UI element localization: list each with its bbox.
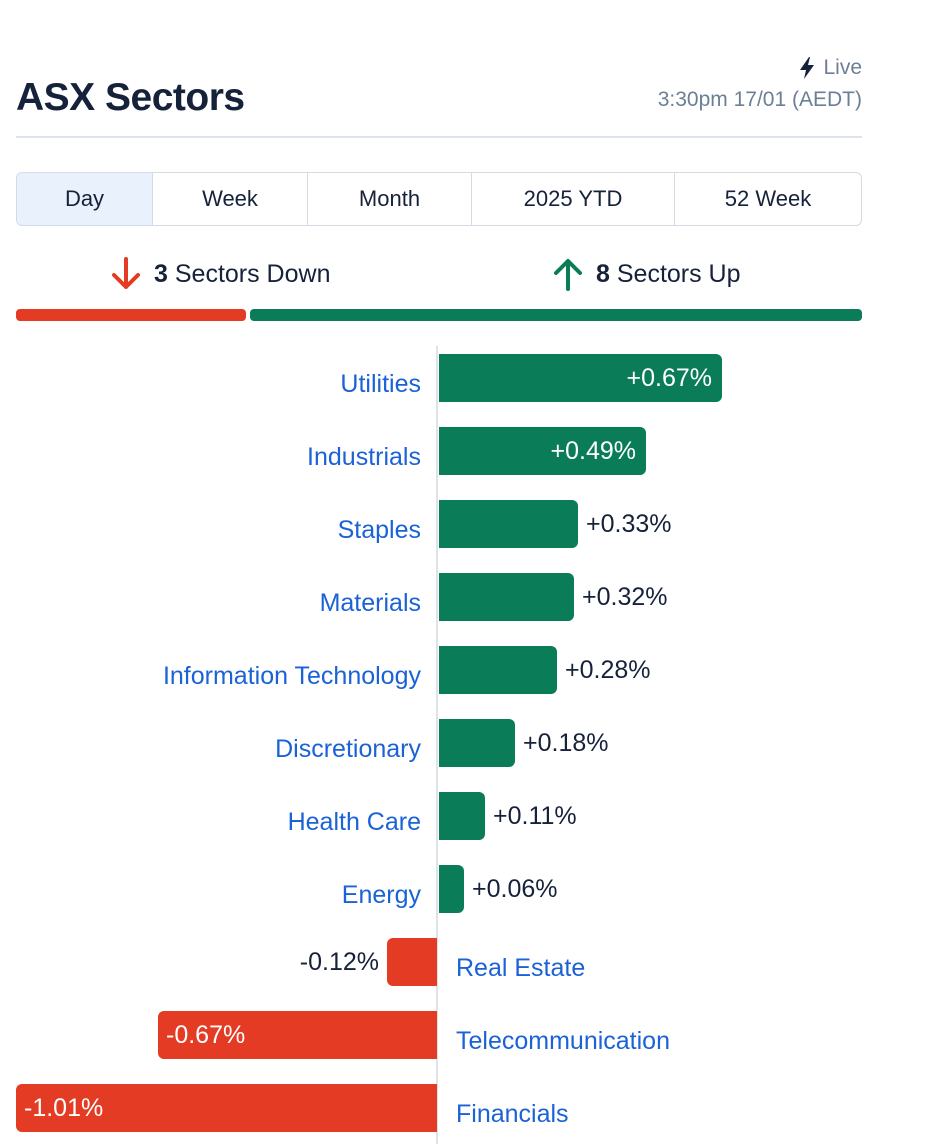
sectors-up-label: Sectors Up (616, 259, 741, 288)
sectors-down-label: Sectors Down (174, 259, 331, 288)
sectors-down-count: 3 (154, 259, 168, 288)
sector-value-health-care: +0.11% (493, 802, 577, 830)
sector-row-health-care: +0.11% Health Care (0, 792, 942, 840)
sector-row-utilities: +0.67% Utilities (0, 354, 942, 402)
sector-row-information-technology: +0.28% Information Technology (0, 646, 942, 694)
sector-bar-utilities (439, 354, 722, 402)
sector-bar-discretionary (439, 719, 515, 767)
live-indicator: Live (799, 56, 862, 80)
sector-value-telecommunication: -0.67% (166, 1021, 246, 1049)
sector-bar-information-technology (439, 646, 557, 694)
sectors-up-count: 8 (596, 259, 610, 288)
sector-row-telecommunication: -0.67% Telecommunication (0, 1011, 942, 1059)
sector-bar-energy (439, 865, 464, 913)
sector-value-staples: +0.33% (586, 510, 672, 538)
arrow-down-icon (112, 257, 140, 289)
sector-row-discretionary: +0.18% Discretionary (0, 719, 942, 767)
sector-value-energy: +0.06% (472, 875, 558, 903)
sector-bar-health-care (439, 792, 485, 840)
sector-label-energy[interactable]: Energy (341, 881, 421, 909)
sector-label-financials[interactable]: Financials (456, 1100, 569, 1128)
sector-bar-real-estate (387, 938, 437, 986)
sector-value-industrials: +0.49% (550, 437, 637, 465)
tab-2025-ytd[interactable]: 2025 YTD (472, 173, 675, 225)
sector-bar-materials (439, 573, 574, 621)
sector-label-health-care[interactable]: Health Care (287, 808, 421, 836)
live-label: Live (823, 56, 862, 79)
sector-value-materials: +0.32% (582, 583, 668, 611)
sector-bar-telecommunication (158, 1011, 437, 1059)
sector-label-industrials[interactable]: Industrials (307, 443, 421, 471)
sector-bar-staples (439, 500, 578, 548)
widget-header: ASX Sectors Live 3:30pm 17/01 (AEDT) (16, 52, 862, 138)
tab-week[interactable]: Week (153, 173, 308, 225)
sector-label-information-technology[interactable]: Information Technology (162, 662, 421, 690)
sectors-up-summary: 8 Sectors Up (552, 256, 741, 292)
sector-label-utilities[interactable]: Utilities (340, 370, 421, 398)
sector-row-financials: -1.01% Financials (0, 1084, 942, 1132)
sector-row-staples: +0.33% Staples (0, 500, 942, 548)
sector-value-utilities: +0.67% (626, 364, 713, 392)
sectors-down-summary: 3 Sectors Down (110, 256, 330, 292)
sector-value-discretionary: +0.18% (523, 729, 609, 757)
sector-bar-financials (16, 1084, 437, 1132)
tab-day[interactable]: Day (17, 173, 153, 225)
sector-value-real-estate: -0.12% (299, 948, 379, 976)
sector-label-staples[interactable]: Staples (337, 516, 421, 544)
page-title: ASX Sectors (16, 76, 245, 119)
up-proportion-bar (250, 309, 862, 321)
sector-label-materials[interactable]: Materials (319, 589, 421, 617)
down-proportion-bar (16, 309, 246, 321)
sector-label-real-estate[interactable]: Real Estate (456, 954, 586, 982)
sector-row-real-estate: -0.12% Real Estate (0, 938, 942, 986)
sector-bar-industrials (439, 427, 646, 475)
arrow-up-icon (554, 259, 582, 291)
timestamp: 3:30pm 17/01 (AEDT) (657, 88, 862, 111)
chart-zero-axis (436, 346, 438, 1144)
tab-52-week[interactable]: 52 Week (724, 186, 812, 211)
sector-label-discretionary[interactable]: Discretionary (275, 735, 421, 763)
period-tabs: Day Week Month 2025 YTD 52 Week (16, 172, 862, 226)
lightning-icon (800, 57, 815, 79)
sector-row-energy: +0.06% Energy (0, 865, 942, 913)
sector-row-materials: +0.32% Materials (0, 573, 942, 621)
sector-row-industrials: +0.49% Industrials (0, 427, 942, 475)
tab-month[interactable]: Month (308, 173, 472, 225)
sector-label-telecommunication[interactable]: Telecommunication (456, 1027, 670, 1055)
sector-value-information-technology: +0.28% (565, 656, 651, 684)
sector-value-financials: -1.01% (24, 1094, 104, 1122)
